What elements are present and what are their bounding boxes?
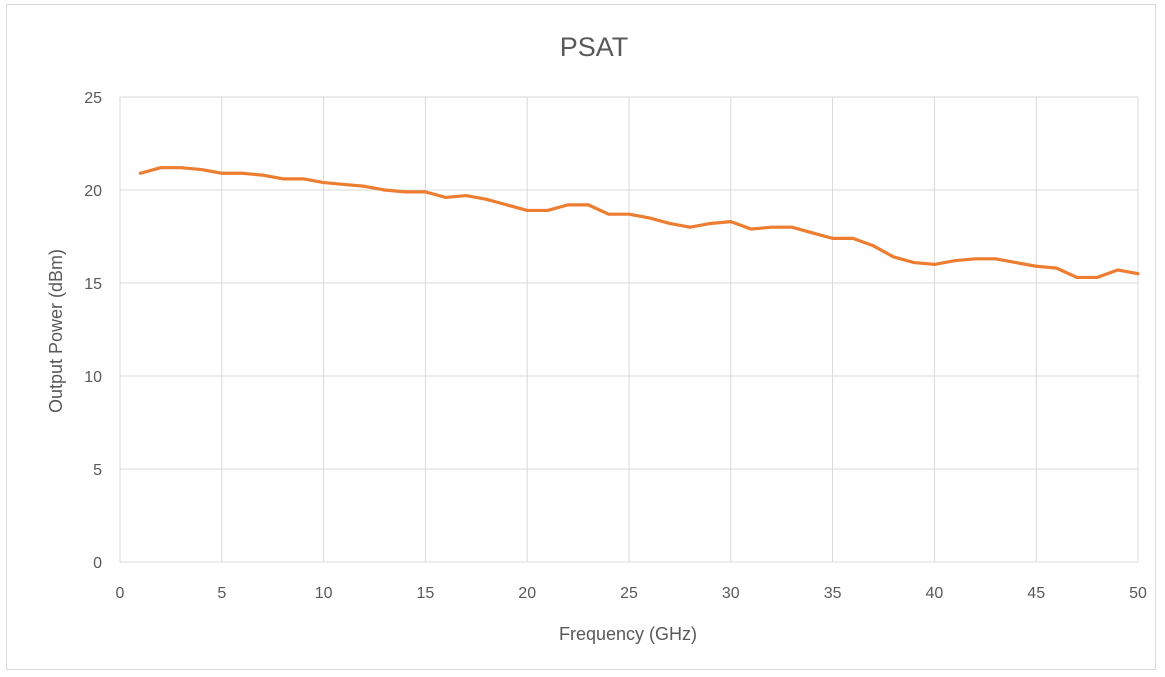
chart-title: PSAT <box>560 32 629 62</box>
data-point <box>790 225 794 229</box>
data-point <box>953 259 957 263</box>
data-point <box>261 173 265 177</box>
data-point <box>159 166 163 170</box>
data-point <box>546 208 550 212</box>
y-tick-label: 5 <box>93 462 102 479</box>
data-point <box>566 203 570 207</box>
data-point <box>627 212 631 216</box>
data-point <box>586 203 590 207</box>
data-point <box>423 190 427 194</box>
data-point <box>342 182 346 186</box>
data-point <box>1075 275 1079 279</box>
data-point <box>607 212 611 216</box>
data-point <box>973 257 977 261</box>
data-point <box>871 244 875 248</box>
series-line <box>138 166 1140 280</box>
data-point <box>831 236 835 240</box>
y-tick-label: 15 <box>84 276 102 293</box>
data-point <box>993 257 997 261</box>
x-tick-label: 5 <box>217 585 226 602</box>
x-axis-ticks: 0 5 10 15 20 25 30 35 40 45 50 <box>116 585 1147 602</box>
data-point <box>525 208 529 212</box>
grid-lines <box>119 96 1139 563</box>
x-tick-label: 25 <box>620 585 638 602</box>
data-point <box>708 221 712 225</box>
data-point <box>1136 272 1140 276</box>
data-point <box>1095 275 1099 279</box>
x-tick-label: 40 <box>926 585 944 602</box>
data-point <box>179 166 183 170</box>
data-point <box>749 227 753 231</box>
data-point <box>301 177 305 181</box>
x-tick-label: 0 <box>116 585 125 602</box>
data-point <box>770 225 774 229</box>
data-point <box>1034 264 1038 268</box>
y-tick-label: 10 <box>84 369 102 386</box>
y-axis-ticks: 0 5 10 15 20 25 <box>84 90 102 572</box>
data-point <box>322 181 326 185</box>
data-point <box>484 197 488 201</box>
data-point <box>932 262 936 266</box>
data-point <box>383 188 387 192</box>
chart-frame <box>6 4 1156 670</box>
data-point <box>444 195 448 199</box>
series-layer <box>138 166 1140 280</box>
data-point <box>1116 268 1120 272</box>
data-point <box>1014 261 1018 265</box>
y-tick-label: 20 <box>84 183 102 200</box>
y-tick-label: 0 <box>93 555 102 572</box>
data-point <box>281 177 285 181</box>
y-tick-label: 25 <box>84 90 102 107</box>
x-tick-label: 30 <box>722 585 740 602</box>
x-axis-title: Frequency (GHz) <box>559 624 697 644</box>
y-axis-title: Output Power (dBm) <box>46 249 66 413</box>
x-tick-label: 20 <box>518 585 536 602</box>
data-point <box>688 225 692 229</box>
x-tick-label: 45 <box>1027 585 1045 602</box>
x-tick-label: 50 <box>1129 585 1147 602</box>
data-point <box>892 255 896 259</box>
data-point <box>1055 266 1059 270</box>
data-point <box>220 171 224 175</box>
data-point <box>240 171 244 175</box>
data-point <box>138 171 142 175</box>
data-point <box>912 261 916 265</box>
data-point <box>403 190 407 194</box>
data-point <box>464 194 468 198</box>
x-tick-label: 15 <box>417 585 435 602</box>
x-tick-label: 35 <box>824 585 842 602</box>
data-point <box>810 231 814 235</box>
data-point <box>729 220 733 224</box>
data-point <box>362 184 366 188</box>
data-point <box>199 168 203 172</box>
data-point <box>505 203 509 207</box>
data-point <box>647 216 651 220</box>
data-point <box>668 221 672 225</box>
data-point <box>851 236 855 240</box>
x-tick-label: 10 <box>315 585 333 602</box>
